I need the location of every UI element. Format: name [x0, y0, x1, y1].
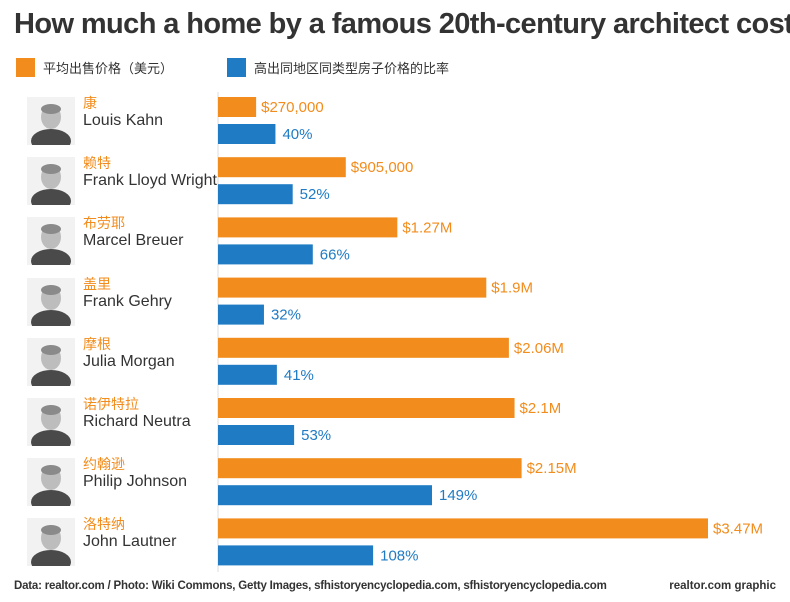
price-bar	[218, 337, 509, 358]
ratio-label: 32%	[271, 307, 301, 324]
architect-name: John Lautner	[83, 533, 177, 551]
graphic-credit: realtor.com graphic	[669, 580, 776, 592]
price-bar	[218, 277, 487, 298]
ratio-label: 52%	[300, 186, 330, 203]
source-note: Data: realtor.com / Photo: Wiki Commons,…	[14, 580, 607, 592]
architect-name: Julia Morgan	[83, 352, 175, 370]
architect-name-cn: 洛特纳	[83, 517, 125, 534]
price-label: $1.9M	[491, 280, 533, 297]
legend-item-price: 平均出售价格（美元）	[16, 58, 173, 77]
price-bar	[218, 398, 515, 418]
ratio-bar	[218, 244, 313, 265]
legend-swatch-price	[16, 58, 35, 77]
architect-name-cn: 约翰逊	[83, 457, 125, 474]
architect-name-cn: 诺伊特拉	[83, 397, 139, 413]
legend-label-ratio: 高出同地区同类型房子价格的比率	[254, 62, 450, 77]
price-label: $270,000	[261, 99, 324, 116]
ratio-label: 66%	[320, 246, 350, 263]
ratio-label: 53%	[301, 427, 331, 444]
ratio-bar	[218, 485, 432, 506]
price-label: $905,000	[351, 159, 414, 176]
price-bar	[218, 458, 522, 479]
architect-name-cn: 摩根	[83, 336, 111, 353]
ratio-bar	[218, 304, 264, 325]
price-bar	[218, 157, 346, 178]
architect-name: Marcel Breuer	[83, 232, 184, 250]
architect-name: Richard Neutra	[83, 413, 191, 430]
ratio-bar	[218, 425, 295, 445]
legend-label-price: 平均出售价格（美元）	[43, 62, 174, 77]
architect-name-cn: 盖里	[83, 276, 111, 293]
architect-name: Philip Johnson	[83, 473, 188, 491]
architect-name: Frank Gehry	[83, 292, 172, 310]
ratio-label: 41%	[284, 367, 314, 384]
ratio-label: 40%	[282, 126, 312, 143]
legend-swatch-ratio	[227, 58, 246, 77]
price-bar	[218, 518, 708, 539]
architect-name: Louis Kahn	[83, 112, 164, 129]
architect-name: Frank Lloyd Wright	[83, 172, 217, 190]
price-label: $2.1M	[520, 400, 562, 417]
price-bar	[218, 97, 257, 117]
price-label: $1.27M	[402, 219, 452, 236]
architect-photo	[27, 277, 75, 334]
architect-name-cn: 康	[83, 96, 97, 112]
architect-photo	[27, 398, 75, 454]
ratio-label: 149%	[439, 487, 477, 504]
ratio-bar	[218, 545, 374, 566]
ratio-bar	[218, 364, 277, 385]
price-label: $3.47M	[713, 520, 763, 537]
ratio-label: 108%	[380, 547, 418, 564]
architect-name-cn: 布劳耶	[83, 216, 125, 233]
ratio-bar	[218, 184, 293, 205]
architect-photo	[27, 157, 75, 214]
ratio-bar	[218, 124, 276, 144]
legend-item-ratio: 高出同地区同类型房子价格的比率	[227, 58, 449, 77]
chart-title: How much a home by a famous 20th-century…	[14, 8, 790, 40]
price-label: $2.06M	[514, 340, 564, 357]
architect-name-cn: 赖特	[83, 156, 111, 173]
price-bar	[218, 217, 398, 238]
price-label: $2.15M	[527, 460, 577, 477]
